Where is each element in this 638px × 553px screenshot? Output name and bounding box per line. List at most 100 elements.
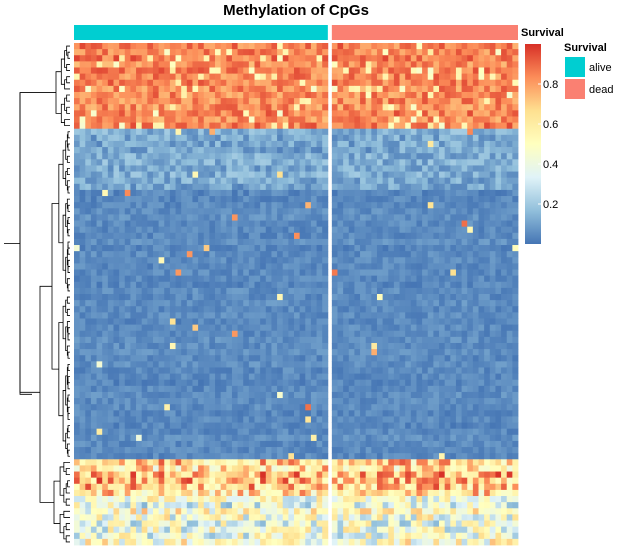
heatmap-cell (343, 177, 350, 185)
heatmap-cell (444, 122, 451, 130)
heatmap-cell (376, 336, 384, 344)
heatmap-cell (265, 67, 272, 75)
heatmap-cell (136, 336, 143, 344)
heatmap-cell (489, 85, 496, 93)
heatmap-cell (102, 342, 109, 350)
heatmap-cell (467, 43, 474, 50)
heatmap-cell (130, 147, 137, 154)
heatmap-cell (102, 183, 109, 191)
heatmap-cell (455, 226, 462, 234)
heatmap-cell (192, 61, 199, 68)
heatmap-cell (96, 361, 103, 368)
heatmap-cell (260, 373, 267, 381)
heatmap-cell (169, 318, 176, 326)
heatmap-cell (248, 422, 255, 430)
heatmap-cell (354, 391, 361, 399)
heatmap-cell (147, 342, 154, 350)
heatmap-cell (215, 208, 222, 215)
heatmap-cell (316, 226, 323, 234)
heatmap-cell (85, 318, 92, 326)
heatmap-cell (322, 147, 329, 154)
heatmap-cell (360, 269, 367, 277)
heatmap-cell (489, 189, 496, 197)
heatmap-cell (444, 177, 451, 185)
heatmap-cell (405, 202, 412, 209)
heatmap-cell (169, 245, 176, 252)
heatmap-cell (288, 153, 295, 160)
heatmap-cell (294, 238, 301, 246)
heatmap-cell (136, 324, 143, 332)
heatmap-cell (79, 220, 86, 228)
heatmap-cell (416, 324, 423, 332)
heatmap-cell (376, 226, 384, 234)
heatmap-cell (299, 147, 306, 154)
heatmap-cell (282, 189, 289, 197)
heatmap-cell (260, 67, 267, 75)
heatmap-cell (169, 398, 176, 405)
heatmap-cell (113, 342, 120, 350)
heatmap-cell (282, 226, 289, 234)
heatmap-cell (248, 257, 255, 264)
heatmap-cell (405, 110, 412, 117)
heatmap-cell (501, 140, 508, 148)
heatmap-cell (410, 91, 417, 99)
heatmap-cell (248, 275, 255, 283)
heatmap-cell (85, 404, 92, 411)
heatmap-cell (119, 202, 126, 209)
heatmap-cell (175, 385, 182, 393)
heatmap-cell (136, 391, 143, 399)
heatmap-cell (439, 110, 446, 117)
heatmap-cell (124, 134, 131, 142)
heatmap-cell (203, 410, 210, 417)
heatmap-cell (130, 196, 137, 203)
heatmap-cell (512, 306, 519, 313)
heatmap-cell (288, 251, 295, 258)
heatmap-cell (472, 232, 479, 240)
heatmap-cell (376, 85, 384, 93)
heatmap-cell (371, 98, 378, 105)
heatmap-cell (102, 330, 109, 338)
heatmap-cell (282, 373, 289, 381)
heatmap-cell (141, 177, 148, 185)
heatmap-cell (164, 91, 171, 99)
heatmap-cell (405, 257, 412, 264)
heatmap-cell (427, 251, 434, 258)
heatmap-cell (181, 404, 188, 411)
heatmap-cell (147, 134, 154, 142)
heatmap-cell (164, 85, 171, 93)
heatmap-cell (181, 398, 188, 405)
heatmap-cell (322, 140, 329, 148)
heatmap-cell (405, 367, 412, 374)
heatmap-cell (405, 128, 412, 136)
heatmap-cell (371, 373, 378, 381)
heatmap-cell (175, 330, 182, 338)
heatmap-cell (365, 91, 372, 99)
heatmap-cell (371, 349, 378, 356)
heatmap-cell (337, 110, 344, 117)
heatmap-cell (444, 373, 451, 381)
heatmap-cell (501, 43, 508, 50)
heatmap-cell (348, 134, 355, 142)
heatmap-cell (388, 49, 395, 56)
heatmap-cell (393, 85, 400, 93)
heatmap-cell (467, 330, 474, 338)
heatmap-cell (74, 379, 81, 387)
heatmap-cell (288, 385, 295, 393)
heatmap-cell (478, 189, 485, 197)
heatmap-cell (282, 153, 289, 160)
heatmap-cell (299, 183, 306, 191)
heatmap-cell (439, 171, 446, 179)
heatmap-cell (85, 355, 92, 362)
heatmap-cell (186, 214, 193, 221)
heatmap-cell (288, 43, 295, 50)
heatmap-cell (478, 275, 485, 283)
heatmap-cell (203, 104, 210, 111)
heatmap-cell (260, 73, 267, 81)
heatmap-cell (158, 147, 165, 154)
heatmap-cell (147, 159, 154, 166)
heatmap-cell (337, 91, 344, 99)
heatmap-cell (422, 416, 429, 423)
heatmap-cell (427, 165, 434, 172)
heatmap-cell (152, 73, 160, 81)
heatmap-cell (282, 104, 289, 111)
